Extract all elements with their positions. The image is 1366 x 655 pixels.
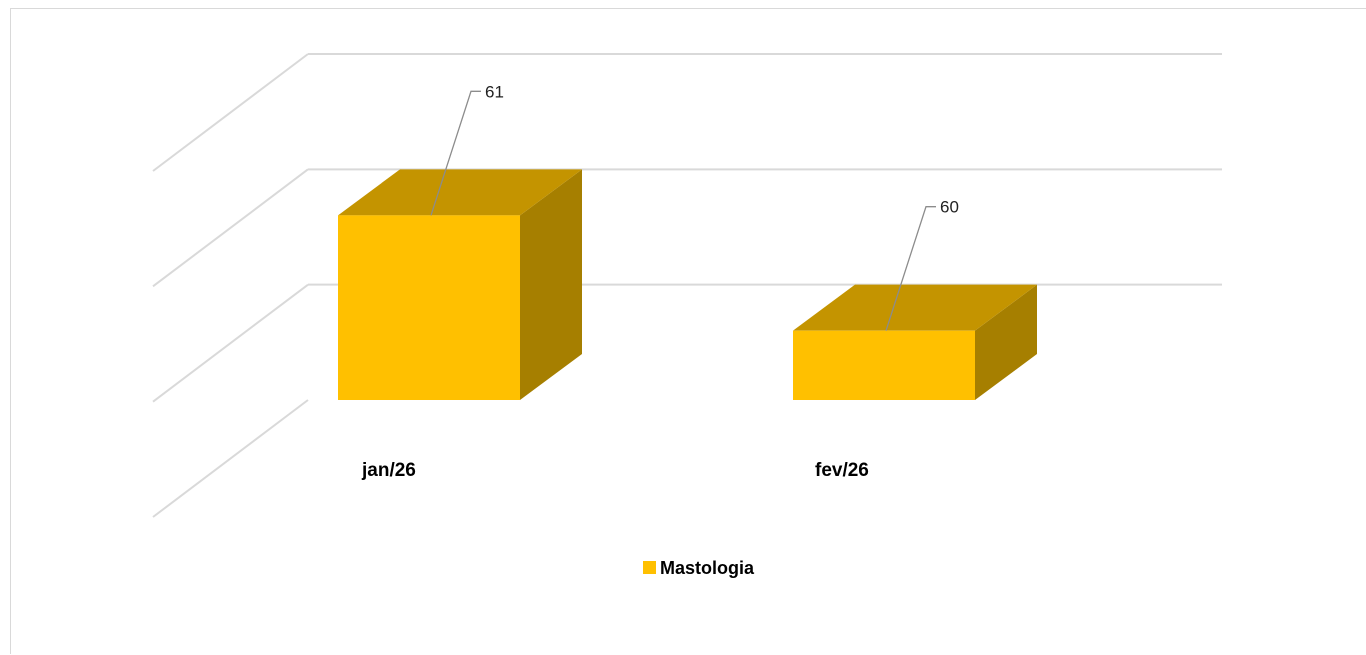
data-labels: 61 60 bbox=[430, 82, 959, 331]
bar-front-face bbox=[338, 215, 520, 400]
bar-chart: 61 60 jan/26 fev/26 Mastologia bbox=[152, 53, 1222, 578]
gridlines bbox=[152, 53, 1222, 518]
bar-fev/26 bbox=[793, 284, 1037, 400]
legend-swatch bbox=[643, 561, 656, 574]
legend: Mastologia bbox=[643, 558, 755, 578]
gridline-side bbox=[152, 399, 309, 518]
data-label-leader bbox=[430, 90, 481, 216]
category-label: jan/26 bbox=[361, 460, 416, 481]
category-axis-labels: jan/26 fev/26 bbox=[361, 460, 869, 481]
legend-label: Mastologia bbox=[660, 558, 755, 578]
chart-area: 61 60 jan/26 fev/26 Mastologia bbox=[10, 8, 1366, 654]
bar-front-face bbox=[793, 330, 975, 400]
gridline-side bbox=[152, 283, 309, 403]
data-label-leader bbox=[885, 206, 936, 331]
category-label: fev/26 bbox=[815, 460, 869, 481]
bar-top-face bbox=[793, 284, 1037, 331]
gridline-side bbox=[152, 168, 309, 288]
bar-side-face bbox=[520, 169, 582, 400]
bar-side-face bbox=[975, 284, 1037, 400]
data-label: 60 bbox=[940, 198, 959, 217]
data-label: 61 bbox=[485, 82, 504, 101]
bars bbox=[338, 169, 1037, 400]
bar-jan/26 bbox=[338, 169, 582, 400]
bar-top-face bbox=[338, 169, 582, 216]
gridline-side bbox=[152, 53, 309, 172]
